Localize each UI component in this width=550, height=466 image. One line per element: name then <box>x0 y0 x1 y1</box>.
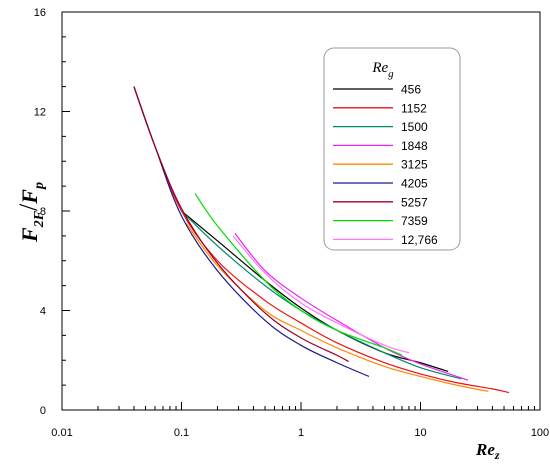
x-tick-label: 100 <box>531 427 549 439</box>
y-tick-label: 4 <box>40 306 46 318</box>
series-line-7359 <box>194 193 403 356</box>
series-lines <box>133 86 510 394</box>
legend-label: 3125 <box>401 158 428 172</box>
series-line-1848 <box>234 233 469 381</box>
y-axis-title-den-main: F <box>17 189 42 205</box>
legend-label: 1152 <box>401 101 427 115</box>
y-axis-title-num-main: F <box>17 227 42 243</box>
y-tick-label: 0 <box>40 405 46 417</box>
x-axis-title-main: Re <box>475 440 495 459</box>
x-tick-label: 0.01 <box>51 427 72 439</box>
legend-label: 7359 <box>401 214 428 228</box>
series-line-1152 <box>133 86 510 394</box>
x-axis-title-sub: z <box>494 448 500 462</box>
series-line-456 <box>181 210 449 373</box>
legend-label: 456 <box>401 83 421 97</box>
y-tick-label: 12 <box>34 107 46 119</box>
y-axis-title-den-sub: p <box>32 182 47 190</box>
legend-title-main: Re <box>371 60 388 76</box>
legend-label: 5257 <box>401 195 428 209</box>
y-axis-title: F2F/Fp <box>14 182 47 243</box>
legend-title: Reg <box>371 60 394 80</box>
legend-label: 1848 <box>401 139 428 153</box>
x-axis-title: Rez <box>475 440 500 462</box>
y-axis-title-num-sub: 2F <box>32 210 47 228</box>
y-tick-label: 16 <box>34 7 46 19</box>
x-tick-label: 1 <box>298 427 304 439</box>
x-tick-label: 0.1 <box>174 427 189 439</box>
legend-title-sub: g <box>388 68 394 80</box>
legend-label: 4205 <box>401 177 428 191</box>
y-tick-label: 8 <box>40 206 46 218</box>
plot-frame <box>61 11 541 411</box>
svg-text:F2F/Fp: F2F/Fp <box>14 182 47 243</box>
legend-label: 12,766 <box>401 233 438 247</box>
legend: Reg 456 1152 1500 1848 3125 4205 5257 7359 12,76… <box>323 47 461 251</box>
legend-items: 456 1152 1500 1848 3125 4205 5257 7359 12,766 <box>333 83 438 247</box>
series-line-5257 <box>133 86 349 363</box>
y-axis: 0 4 8 12 16 <box>34 7 70 417</box>
x-axis: 0.01 0.1 1 10 100 <box>51 402 549 439</box>
legend-label: 1500 <box>401 120 428 134</box>
x-tick-label: 10 <box>414 427 426 439</box>
series-line-12766 <box>232 235 410 354</box>
plot-area-border <box>61 11 541 411</box>
legend-box <box>323 47 461 251</box>
